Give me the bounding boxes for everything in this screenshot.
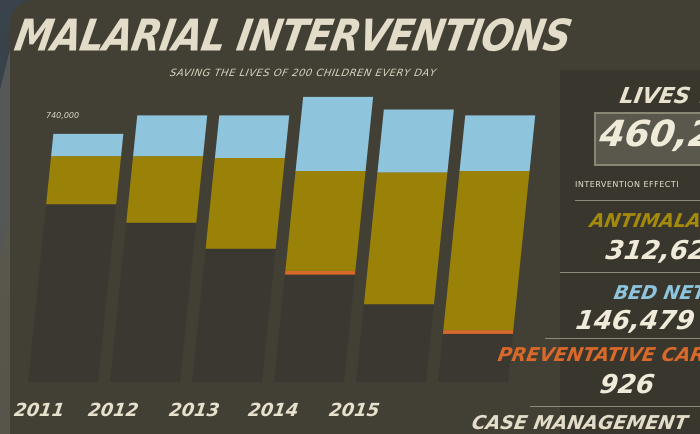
divider: [575, 200, 700, 201]
bar-2013-base: [192, 248, 276, 382]
divider: [530, 406, 700, 407]
bar-next-base: [438, 333, 513, 382]
bar-2014-bednets: [295, 96, 374, 171]
divider: [560, 272, 700, 273]
x-tick-label-2011: 2011: [13, 400, 66, 421]
bar-2015-base: [356, 304, 434, 382]
preventative-care-label: PREVENTATIVE CARE: [496, 344, 700, 366]
bed-nets-value: 146,479: [573, 306, 697, 336]
bar-2015-bednets: [377, 109, 454, 173]
bar-2014-antimalarial: [285, 170, 366, 271]
antimalarial-label: ANTIMALARIA: [588, 210, 700, 232]
bar-next-bednets: [459, 115, 536, 171]
bar-2011-bednets: [51, 133, 124, 157]
preventative-care-value: 926: [597, 370, 657, 400]
bar-2014-base: [274, 274, 355, 382]
divider: [545, 338, 700, 339]
x-tick-label-2015: 2015: [328, 400, 381, 421]
bar-next-antimalarial: [443, 170, 530, 331]
antimalarial-value: 312,62: [603, 236, 700, 266]
case-management-label: CASE MANAGEMENT: [470, 412, 690, 434]
bar-2014-preventative: [284, 270, 356, 275]
bar-next-preventative: [442, 330, 514, 334]
x-tick-label-2012: 2012: [87, 400, 140, 421]
bar-2013-bednets: [214, 115, 290, 158]
lives-saved-value: 460,2: [597, 114, 700, 155]
lives-saved-box: [594, 112, 700, 166]
bar-2011-base: [28, 204, 117, 382]
bar-2012-base: [110, 222, 197, 382]
bar-2012-bednets: [133, 115, 208, 157]
bar-2012-antimalarial: [126, 156, 204, 223]
bar-2015-antimalarial: [363, 172, 448, 305]
intervention-effect-label: INTERVENTION EFFECTI: [575, 180, 680, 189]
lives-saved-label: LIVES WE: [617, 84, 700, 109]
bar-2011-antimalarial: [46, 156, 122, 205]
bed-nets-label: BED NETS: [612, 282, 700, 304]
bar-2013-antimalarial: [205, 157, 285, 249]
x-tick-label-2014: 2014: [247, 400, 300, 421]
y-axis-max-label: 740,000: [46, 111, 79, 120]
x-tick-label-2013: 2013: [168, 400, 221, 421]
